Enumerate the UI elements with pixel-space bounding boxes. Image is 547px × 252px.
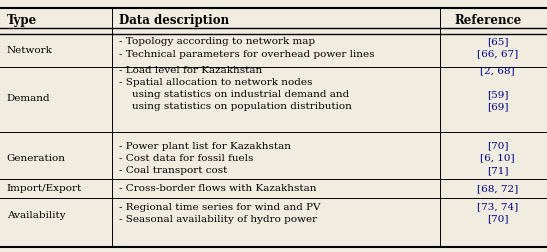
Text: Availability: Availability	[7, 211, 65, 220]
Text: - Cross-border flows with Kazakhstan: - Cross-border flows with Kazakhstan	[119, 184, 316, 193]
Text: Type: Type	[7, 14, 37, 27]
Text: - Regional time series for wind and PV: - Regional time series for wind and PV	[119, 203, 320, 212]
Text: [6, 10]: [6, 10]	[480, 154, 515, 163]
Text: Generation: Generation	[7, 154, 66, 163]
Text: - Topology according to network map: - Topology according to network map	[119, 37, 315, 46]
Text: - Technical parameters for overhead power lines: - Technical parameters for overhead powe…	[119, 50, 374, 59]
Text: - Load level for Kazakhstan: - Load level for Kazakhstan	[119, 66, 262, 75]
Text: [73, 74]: [73, 74]	[477, 203, 519, 212]
Text: using statistics on population distribution: using statistics on population distribut…	[119, 102, 352, 111]
Text: Demand: Demand	[7, 94, 50, 103]
Text: [68, 72]: [68, 72]	[477, 184, 519, 193]
Text: [2, 68]: [2, 68]	[480, 66, 515, 75]
Text: Network: Network	[7, 46, 53, 55]
Text: Data description: Data description	[119, 14, 229, 27]
Text: [70]: [70]	[487, 142, 509, 151]
Text: - Power plant list for Kazakhstan: - Power plant list for Kazakhstan	[119, 142, 290, 151]
Text: - Spatial allocation to network nodes: - Spatial allocation to network nodes	[119, 78, 312, 87]
Text: Import/Export: Import/Export	[7, 184, 82, 193]
Text: [59]: [59]	[487, 90, 509, 99]
Text: - Seasonal availability of hydro power: - Seasonal availability of hydro power	[119, 215, 317, 224]
Text: [71]: [71]	[487, 166, 509, 175]
Text: - Coal transport cost: - Coal transport cost	[119, 166, 227, 175]
Text: Reference: Reference	[454, 14, 521, 27]
Text: [66, 67]: [66, 67]	[477, 50, 519, 59]
Text: - Cost data for fossil fuels: - Cost data for fossil fuels	[119, 154, 253, 163]
Text: using statistics on industrial demand and: using statistics on industrial demand an…	[119, 90, 349, 99]
Text: [69]: [69]	[487, 102, 509, 111]
Text: [70]: [70]	[487, 215, 509, 224]
Text: [65]: [65]	[487, 37, 509, 46]
